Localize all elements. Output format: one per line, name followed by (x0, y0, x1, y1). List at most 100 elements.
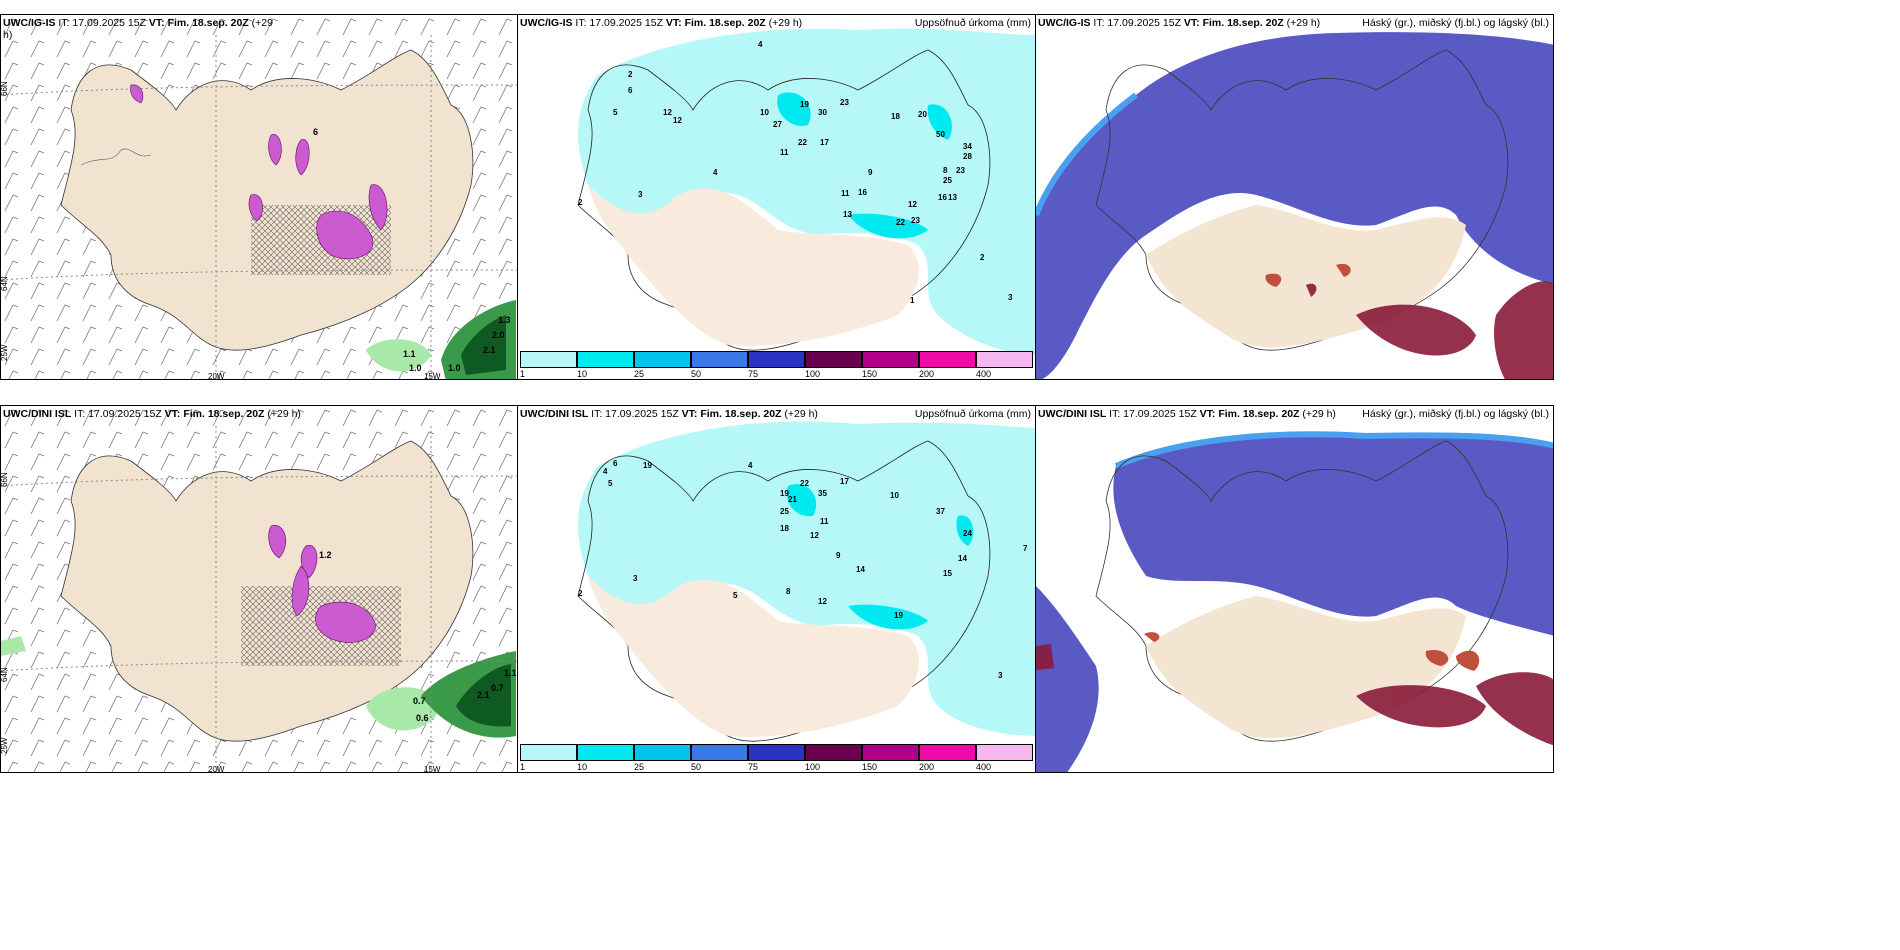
svg-text:6: 6 (613, 459, 618, 468)
cloud-panel-igis: UWC/IG-IS IT: 17.09.2025 15Z VT: Fim. 18… (1035, 14, 1554, 380)
svg-text:19: 19 (780, 489, 789, 498)
svg-text:1.0: 1.0 (409, 363, 422, 373)
svg-text:23: 23 (911, 216, 920, 225)
colorbar-swatch (634, 744, 691, 761)
svg-text:19: 19 (800, 100, 809, 109)
colorbar-tick: 50 (691, 369, 702, 379)
mid-cloud (1036, 32, 1553, 379)
svg-text:2.1: 2.1 (483, 345, 496, 355)
precip-map: 4 6 5 19 4 22 35 17 19 21 25 18 10 37 24… (577, 421, 1035, 742)
svg-text:5: 5 (733, 591, 738, 600)
svg-text:3: 3 (638, 190, 643, 199)
svg-text:23: 23 (956, 166, 965, 175)
svg-text:4: 4 (603, 467, 608, 476)
colorbar-swatch (634, 351, 691, 368)
wind-map: 66N 64N 25W 20W 15W 6 1.1 1.0 1.0 2.0 2.… (1, 15, 517, 380)
svg-text:4: 4 (713, 168, 718, 177)
svg-text:6: 6 (313, 127, 318, 137)
svg-text:5: 5 (613, 108, 618, 117)
colorbar-swatch (919, 351, 976, 368)
svg-text:12: 12 (810, 531, 819, 540)
colorbar-tick: 400 (976, 762, 992, 772)
svg-text:25: 25 (943, 176, 952, 185)
colorbar-swatch (691, 351, 748, 368)
svg-text:2: 2 (578, 589, 583, 598)
accum-precip-panel-igis: UWC/IG-IS IT: 17.09.2025 15Z VT: Fim. 18… (517, 14, 1036, 380)
svg-text:11: 11 (841, 189, 850, 198)
svg-text:1.2: 1.2 (319, 550, 332, 560)
cloud-map (1036, 406, 1553, 772)
svg-text:66N: 66N (1, 81, 9, 96)
svg-text:8: 8 (786, 587, 791, 596)
svg-text:14: 14 (958, 554, 967, 563)
svg-text:5: 5 (608, 479, 613, 488)
colorbar-tick: 100 (805, 762, 821, 772)
svg-text:25: 25 (780, 507, 789, 516)
moderate-precip (787, 484, 974, 630)
colorbar-tick: 50 (691, 762, 702, 772)
wind-precip-panel-dini: UWC/DINI ISL IT: 17.09.2025 15Z VT: Fim.… (0, 405, 518, 773)
svg-text:2.1: 2.1 (477, 690, 490, 700)
svg-text:13: 13 (948, 193, 957, 202)
mid-cloud (1113, 434, 1553, 636)
precip-shading (130, 84, 388, 260)
panel-subtitle: Uppsöfnuð úrkoma (mm) (914, 408, 1031, 420)
svg-text:4: 4 (748, 461, 753, 470)
colorbar-tick: 1 (520, 762, 526, 772)
svg-text:8: 8 (943, 166, 948, 175)
svg-text:18: 18 (780, 524, 789, 533)
panel-title: UWC/IG-IS IT: 17.09.2025 15Z VT: Fim. 18… (520, 17, 803, 29)
svg-text:23: 23 (840, 98, 849, 107)
colorbar-tick: 150 (862, 369, 878, 379)
svg-text:34: 34 (963, 142, 972, 151)
svg-text:35: 35 (818, 489, 827, 498)
colorbar-tick: 150 (862, 762, 878, 772)
svg-text:2.0: 2.0 (492, 330, 505, 340)
svg-text:30: 30 (818, 108, 827, 117)
svg-text:1.3: 1.3 (498, 315, 511, 325)
colorbar-tick: 1 (520, 369, 526, 379)
svg-text:16: 16 (858, 188, 867, 197)
svg-text:25W: 25W (1, 344, 9, 361)
panel-title: UWC/IG-IS IT: 17.09.2025 15Z VT: Fim. 18… (3, 17, 273, 41)
colorbar-swatch (748, 351, 805, 368)
svg-text:6: 6 (628, 86, 633, 95)
svg-text:1.0: 1.0 (448, 363, 461, 373)
svg-text:11: 11 (780, 148, 789, 157)
svg-text:0.6: 0.6 (416, 713, 429, 723)
green-precip (1, 636, 516, 738)
precip-map: 4 2 6 5 12 12 19 30 23 10 27 11 22 17 18… (577, 28, 1035, 355)
svg-text:1.1: 1.1 (403, 349, 416, 359)
svg-text:20W: 20W (208, 372, 225, 380)
svg-text:64N: 64N (1, 667, 9, 682)
svg-text:22: 22 (896, 218, 905, 227)
iceland-land (60, 49, 474, 351)
svg-text:4: 4 (758, 40, 763, 49)
svg-text:7: 7 (1023, 544, 1028, 553)
high-cloud (1265, 263, 1351, 287)
panel-title: UWC/DINI ISL IT: 17.09.2025 15Z VT: Fim.… (3, 408, 301, 420)
green-precip (366, 300, 516, 379)
colorbar-swatch (748, 744, 805, 761)
colorbar-swatch (520, 351, 577, 368)
colorbar-swatch (919, 744, 976, 761)
svg-text:15W: 15W (424, 372, 441, 380)
svg-text:0.7: 0.7 (413, 696, 426, 706)
svg-text:22: 22 (798, 138, 807, 147)
high-cloud (1144, 632, 1480, 671)
svg-text:20: 20 (918, 110, 927, 119)
cloud-panel-dini: UWC/DINI ISL IT: 17.09.2025 15Z VT: Fim.… (1035, 405, 1554, 773)
colorbar-tick: 10 (577, 369, 588, 379)
colorbar-swatch (577, 351, 634, 368)
panel-title: UWC/DINI ISL IT: 17.09.2025 15Z VT: Fim.… (1038, 408, 1336, 420)
colorbar-swatch (862, 744, 919, 761)
colorbar-swatch (976, 744, 1033, 761)
panel-title: UWC/DINI ISL IT: 17.09.2025 15Z VT: Fim.… (520, 408, 818, 420)
svg-text:28: 28 (963, 152, 972, 161)
svg-text:3: 3 (998, 671, 1003, 680)
colorbar-tick: 25 (634, 369, 645, 379)
svg-text:12: 12 (673, 116, 682, 125)
svg-text:19: 19 (894, 611, 903, 620)
colorbar-tick: 75 (748, 369, 759, 379)
svg-text:17: 17 (840, 477, 849, 486)
